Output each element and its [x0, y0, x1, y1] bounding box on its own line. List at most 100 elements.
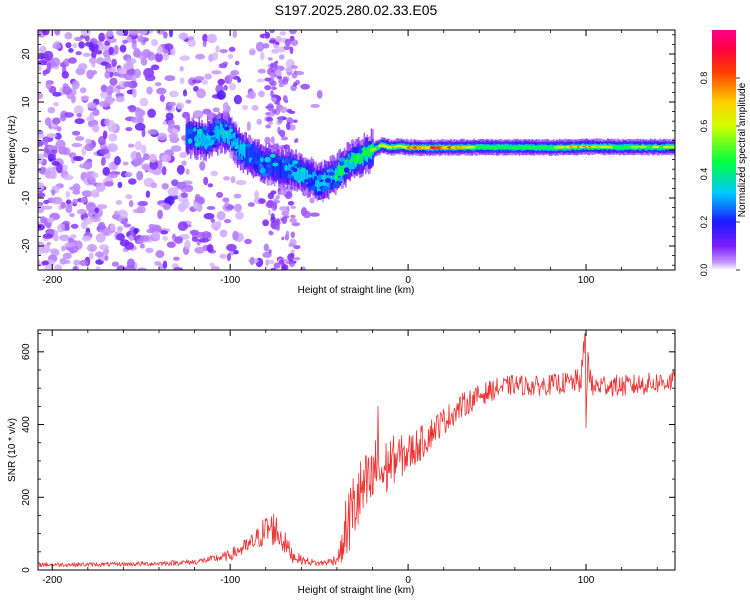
- heatmap-noise-blob: [148, 223, 156, 229]
- heatmap-noise-blob: [223, 176, 230, 181]
- heatmap-noise-blob: [269, 30, 275, 34]
- heatmap-noise-blob: [45, 79, 52, 90]
- heatmap-noise-blob: [101, 156, 106, 166]
- heatmap-noise-blob: [43, 136, 49, 147]
- heatmap-noise-blob: [96, 204, 108, 210]
- heatmap-ridge-cell: [540, 145, 542, 150]
- heatmap-ridge-cell: [333, 171, 336, 186]
- heatmap-hot-spot: [472, 145, 476, 149]
- heatmap-noise-blob: [167, 187, 179, 197]
- heatmap-noise-blob: [42, 30, 50, 36]
- heatmap-noise-blob: [102, 130, 108, 140]
- heatmap-ridge-cell: [359, 155, 361, 165]
- heatmap-noise-blob: [43, 199, 50, 205]
- heatmap-noise-blob: [38, 60, 49, 66]
- heatmap-noise-blob: [189, 229, 200, 236]
- heatmap-noise-blob: [51, 161, 60, 166]
- colorbar-tick-label: 0.8: [699, 72, 709, 85]
- heatmap-noise-blob: [255, 41, 265, 52]
- heatmap-noise-blob: [46, 133, 57, 139]
- heatmap-ridge-cell: [306, 170, 309, 184]
- heatmap-noise-blob: [264, 85, 272, 91]
- heatmap-noise-blob: [147, 108, 157, 119]
- heatmap-noise-blob: [151, 231, 161, 240]
- heatmap-ridge-cell: [498, 145, 501, 150]
- heatmap-ridge-blob: [357, 149, 363, 154]
- heatmap-noise-blob: [137, 115, 144, 124]
- heatmap-noise-blob: [295, 138, 299, 143]
- heatmap-noise-blob: [275, 41, 280, 46]
- heatmap-noise-blob: [95, 50, 103, 55]
- heatmap-ridge-cell: [309, 171, 311, 192]
- heatmap-noise-blob: [212, 107, 220, 113]
- heatmap-noise-blob: [279, 54, 285, 60]
- heatmap-ridge-cell: [273, 151, 276, 172]
- heatmap-ridge-cell: [377, 145, 380, 150]
- heatmap-ridge-cell: [305, 169, 307, 184]
- heatmap-noise-blob: [104, 255, 109, 261]
- heatmap-ridge-cell: [302, 168, 304, 183]
- heatmap-noise-blob: [135, 108, 144, 118]
- heatmap-ridge-cell: [208, 131, 210, 146]
- heatmap-noise-blob: [104, 70, 111, 79]
- heatmap-ridge-blob: [234, 146, 239, 150]
- heatmap-noise-blob: [41, 260, 49, 266]
- heatmap-noise-blob: [249, 256, 255, 266]
- heatmap-noise-blob: [233, 250, 239, 255]
- snr-ylabel: SNR (10 * v/v): [7, 418, 18, 482]
- heatmap-noise-blob: [157, 160, 163, 170]
- heatmap-ridge-blob: [333, 181, 337, 188]
- heatmap-noise-blob: [125, 69, 136, 76]
- heatmap-noise-blob: [130, 150, 139, 161]
- snr-panel: -200 -100 0 100 0 200 400 600 Height of straigh…: [7, 329, 676, 596]
- heatmap-noise-blob: [235, 211, 244, 220]
- heatmap-noise-blob: [122, 161, 129, 166]
- heatmap-noise-blob: [198, 237, 210, 243]
- heatmap-noise-blob: [139, 97, 149, 107]
- heatmap-hot-spot: [633, 145, 641, 149]
- heatmap-ridge-blob: [245, 143, 252, 148]
- heatmap-noise-blob: [74, 118, 85, 125]
- heatmap-noise-blob: [233, 203, 242, 212]
- heatmap-ridge-blob: [202, 126, 208, 130]
- heatmap-ridge-cell: [209, 132, 212, 146]
- heatmap-noise-blob: [92, 172, 99, 179]
- heatmap-noise-blob: [124, 241, 135, 250]
- heatmap-noise-blob: [75, 51, 82, 56]
- heatmap-noise-blob: [78, 41, 85, 49]
- heatmap-ridge-cell: [518, 145, 521, 150]
- heatmap-hot-spot: [609, 145, 613, 149]
- heatmap-ridge-blob: [194, 142, 200, 147]
- heatmap-ridge-cell: [353, 155, 356, 170]
- heatmap-noise-blob: [73, 105, 84, 116]
- heatmap-ridge-blob: [287, 175, 294, 179]
- colorbar: 0.0 0.2 0.4 0.6 0.8 Normalized spectral ampl…: [699, 30, 748, 276]
- heatmap-ridge-cell: [318, 179, 320, 193]
- heatmap-noise-blob: [270, 90, 274, 98]
- snr-xtick-label: -200: [42, 575, 62, 586]
- heatmap-noise-blob: [145, 190, 151, 198]
- heatmap-ridge-cell: [537, 145, 539, 150]
- heatmap-noise-blob: [194, 193, 201, 203]
- heatmap-noise-blob: [254, 190, 259, 199]
- heatmap-ridge-cell: [541, 145, 544, 150]
- heatmap-ridge-cell: [195, 134, 198, 149]
- heatmap-ridge-cell: [500, 144, 502, 149]
- heatmap-noise-blob: [162, 120, 167, 126]
- heatmap-noise-blob: [46, 62, 52, 71]
- heatmap-noise-blob: [223, 84, 228, 91]
- heatmap-noise-blob: [42, 205, 53, 210]
- heatmap-noise-blob: [281, 210, 290, 217]
- heatmap-ridge-blob: [277, 156, 285, 160]
- heatmap-noise-blob: [228, 46, 236, 52]
- snr-plot-area: [38, 330, 675, 570]
- heatmap-ridge-cell: [272, 156, 274, 177]
- snr-ytick-label: 200: [21, 488, 32, 505]
- heatmap-ridge-cell: [494, 146, 497, 150]
- heatmap-hot-spot: [389, 146, 393, 149]
- heatmap-ridge-cell: [483, 145, 485, 149]
- heatmap-ridge-cell: [350, 156, 353, 165]
- heatmap-noise-blob: [162, 52, 170, 61]
- heatmap-noise-blob: [173, 256, 180, 261]
- heatmap-hot-spot: [460, 146, 467, 149]
